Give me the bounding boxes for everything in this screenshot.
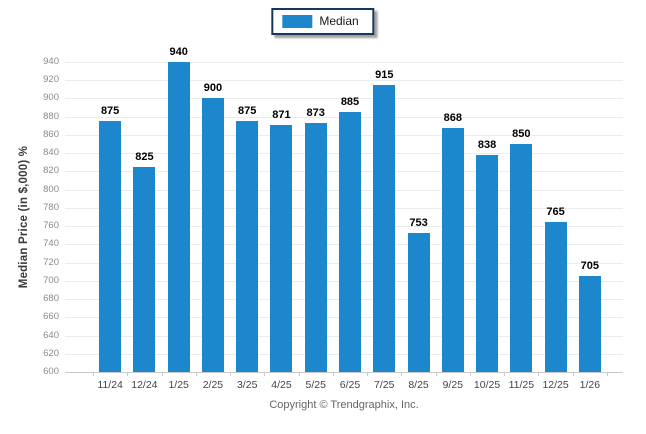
y-tick-label: 920 [43, 74, 59, 86]
y-tick-label: 840 [43, 147, 59, 159]
bar-1/25 [167, 62, 190, 372]
y-tick-label: 680 [43, 293, 59, 305]
bar-5/25 [304, 123, 327, 372]
x-tick-label: 5/25 [305, 379, 326, 391]
x-tick-label: 9/25 [442, 379, 464, 391]
y-tick-label: 740 [43, 238, 59, 250]
bar-value-label: 875 [238, 105, 257, 118]
bar-1/26 [578, 276, 601, 372]
x-axis-tick [127, 372, 129, 376]
bar-value-label: 825 [135, 150, 154, 163]
bar-value-label: 705 [580, 260, 600, 273]
x-tick-label: 2/25 [202, 379, 224, 391]
x-tick-label: 11/24 [97, 379, 123, 391]
x-axis-tick [401, 372, 403, 376]
y-tick-label: 900 [43, 92, 59, 104]
x-tick-label: 3/25 [236, 379, 258, 391]
x-tick-label: 7/25 [374, 379, 395, 391]
x-axis-tick [195, 372, 197, 376]
bar-11/25 [510, 144, 533, 372]
y-tick-label: 700 [43, 274, 59, 286]
y-tick-label: 820 [43, 165, 59, 177]
y-tick-label: 800 [43, 183, 59, 195]
bar-8/25 [407, 232, 430, 372]
x-axis-tick [161, 372, 163, 376]
x-axis-line [65, 372, 623, 373]
y-axis-title: Median Price (in $,000) % [18, 145, 30, 289]
x-axis-tick [504, 372, 506, 376]
x-tick-label: 1/25 [168, 379, 189, 391]
bar-value-label: 868 [443, 111, 462, 124]
gridline [65, 62, 623, 63]
y-tick-label: 760 [43, 220, 59, 232]
x-axis-tick [230, 372, 232, 376]
plot-area: 600 620 640 660 680 700 720 740 760 780 800 820 840 8… [43, 46, 623, 391]
y-tick-label: 720 [43, 256, 59, 268]
x-tick-label: 10/25 [473, 379, 501, 391]
bar-value-label: 915 [375, 68, 394, 81]
x-tick-label: 12/25 [542, 379, 569, 391]
bar-11/24 [99, 121, 122, 372]
x-axis-tick [607, 372, 608, 376]
median-series-swatch [282, 15, 313, 28]
bar-value-label: 885 [340, 96, 360, 109]
x-tick-label: 6/25 [339, 379, 361, 391]
gridline [65, 80, 623, 82]
bar-12/25 [544, 221, 567, 372]
x-tick-label: 4/25 [271, 379, 292, 391]
bar-10/25 [476, 155, 499, 372]
y-tick-label: 940 [43, 56, 59, 67]
x-tick-label: 8/25 [408, 379, 429, 391]
legend-label: Median [319, 14, 359, 28]
bar-value-label: 875 [100, 105, 120, 118]
bar-7/25 [373, 84, 396, 372]
y-tick-label: 880 [43, 110, 59, 122]
chart-legend: Median [271, 8, 375, 35]
bar-value-label: 838 [477, 139, 497, 151]
x-axis-tick [298, 372, 300, 376]
gridline [65, 98, 623, 100]
x-tick-label: 11/25 [508, 379, 535, 391]
x-axis-tick [538, 372, 540, 376]
x-axis-tick [435, 372, 437, 376]
bar-2/25 [201, 98, 224, 372]
bar-value-label: 940 [169, 46, 188, 58]
bar-4/25 [270, 124, 293, 372]
bar-value-label: 900 [203, 82, 223, 95]
bar-value-label: 850 [512, 128, 531, 141]
bar-3/25 [236, 121, 259, 372]
x-axis-tick [93, 372, 94, 376]
y-tick-label: 620 [43, 347, 59, 359]
y-tick-label: 860 [43, 128, 59, 140]
y-tick-label: 600 [43, 366, 59, 377]
copyright-text: Copyright © Trendgraphix, Inc. [269, 399, 419, 411]
x-axis-tick [367, 372, 369, 376]
bar-value-label: 871 [272, 108, 291, 121]
x-tick-label: 12/24 [131, 379, 158, 391]
bar-value-label: 765 [546, 205, 565, 218]
bar-9/25 [441, 127, 464, 372]
x-axis-tick [469, 372, 471, 376]
y-tick-label: 780 [43, 201, 59, 213]
bar-12/24 [133, 166, 156, 372]
bar-6/25 [339, 112, 361, 372]
bar-value-label: 873 [306, 107, 325, 120]
x-axis-tick [332, 372, 334, 376]
bar-value-label: 753 [409, 216, 428, 229]
y-tick-label: 660 [43, 311, 59, 323]
x-tick-label: 1/26 [579, 379, 601, 391]
y-tick-label: 640 [43, 329, 59, 341]
x-axis-tick [264, 372, 266, 376]
x-axis-tick [572, 372, 574, 376]
